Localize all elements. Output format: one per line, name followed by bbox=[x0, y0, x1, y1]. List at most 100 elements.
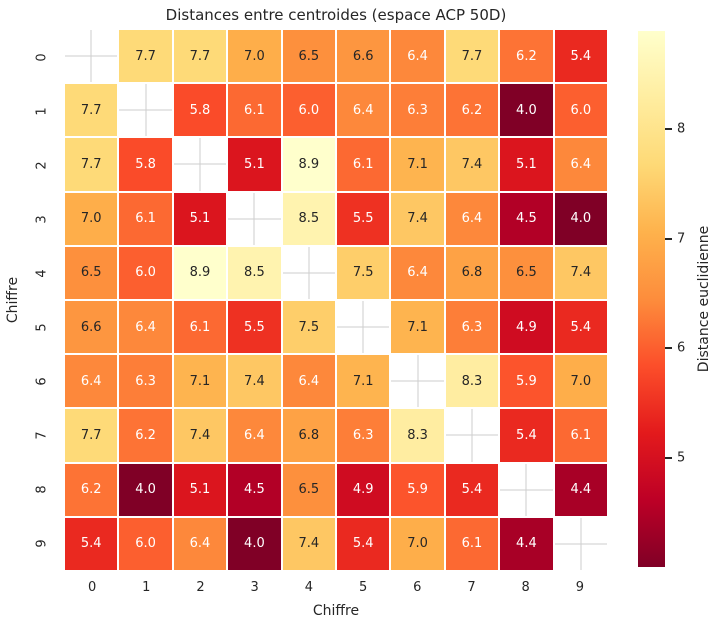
colorbar-tick-label: 6 bbox=[677, 340, 686, 356]
heatmap-cell: 6.2 bbox=[119, 409, 172, 462]
heatmap-cell: 6.0 bbox=[119, 246, 172, 299]
colorbar-tick-mark bbox=[665, 456, 672, 459]
heatmap-cell: 6.1 bbox=[337, 138, 390, 191]
heatmap-cell: 8.3 bbox=[445, 355, 499, 408]
y-axis-label: Chiffre bbox=[5, 276, 21, 324]
heatmap-cell: 6.5 bbox=[500, 246, 553, 299]
heatmap-cell: 6.4 bbox=[65, 355, 118, 408]
heatmap-cell: 7.5 bbox=[282, 301, 335, 354]
heatmap-cell: 5.4 bbox=[337, 517, 390, 570]
heatmap-cell: 6.4 bbox=[282, 355, 335, 408]
heatmap-cell: 7.4 bbox=[228, 355, 281, 408]
heatmap-cell: 5.1 bbox=[173, 192, 227, 245]
heatmap-cell: 6.8 bbox=[282, 409, 335, 462]
colorbar-tick-mark bbox=[665, 128, 672, 131]
heatmap-cell: 4.0 bbox=[119, 463, 172, 516]
y-tick-label: 2 bbox=[34, 160, 50, 170]
heatmap-cell: 7.4 bbox=[445, 138, 499, 191]
colorbar-tick-label: 5 bbox=[677, 450, 686, 466]
heatmap-cell: 6.6 bbox=[65, 301, 118, 354]
heatmap-cell: 8.5 bbox=[282, 192, 335, 245]
heatmap-cell: 6.2 bbox=[500, 30, 553, 83]
y-axis-label-container: Chiffre bbox=[2, 30, 24, 570]
heatmap-cell: 7.0 bbox=[391, 517, 444, 570]
colorbar-tick-label: 8 bbox=[677, 121, 686, 137]
heatmap-cell: 6.0 bbox=[119, 517, 172, 570]
y-tick-label: 4 bbox=[34, 268, 50, 278]
heatmap-cell: 6.5 bbox=[282, 30, 335, 83]
heatmap-cell-masked bbox=[554, 517, 607, 570]
heatmap-cell: 7.1 bbox=[337, 355, 390, 408]
colorbar-tick-mark bbox=[665, 347, 672, 350]
heatmap-cell: 7.1 bbox=[173, 355, 227, 408]
x-tick-label: 4 bbox=[304, 580, 314, 595]
heatmap-grid: 7.7 7.7 7.0 6.5 6.6 6.4 7.7 6.2 5.4 7.7 5.8 6.1 6.0 6… bbox=[65, 30, 607, 570]
heatmap-cell: 6.1 bbox=[173, 301, 227, 354]
heatmap-cell: 7.7 bbox=[65, 138, 118, 191]
heatmap-cell-masked bbox=[445, 409, 499, 462]
heatmap-cell: 6.5 bbox=[282, 463, 335, 516]
heatmap-cell: 5.8 bbox=[173, 84, 227, 137]
masked-cross-horizontal-line bbox=[445, 434, 499, 436]
heatmap-cell-masked bbox=[337, 301, 390, 354]
heatmap-cell-masked bbox=[173, 138, 227, 191]
heatmap-cell: 7.7 bbox=[65, 409, 118, 462]
heatmap-cell: 4.0 bbox=[554, 192, 607, 245]
heatmap-cell: 7.0 bbox=[554, 355, 607, 408]
y-tick-label: 5 bbox=[34, 322, 50, 332]
heatmap-cell: 7.7 bbox=[65, 84, 118, 137]
heatmap-cell: 7.0 bbox=[228, 30, 281, 83]
heatmap-cell-masked bbox=[282, 246, 335, 299]
x-axis-label: Chiffre bbox=[312, 603, 360, 619]
heatmap-cell: 5.1 bbox=[173, 463, 227, 516]
heatmap-cell: 7.4 bbox=[554, 246, 607, 299]
heatmap-cell: 6.1 bbox=[228, 84, 281, 137]
y-tick-label: 3 bbox=[34, 214, 50, 224]
heatmap-cell: 5.4 bbox=[554, 30, 607, 83]
heatmap-cell: 6.8 bbox=[445, 246, 499, 299]
y-tick-label: 9 bbox=[34, 538, 50, 548]
heatmap-cell: 6.3 bbox=[337, 409, 390, 462]
heatmap-cell: 6.1 bbox=[554, 409, 607, 462]
y-tick-label: 6 bbox=[34, 376, 50, 386]
x-tick-label: 3 bbox=[250, 580, 259, 595]
colorbar: 8 7 6 5 bbox=[638, 31, 722, 567]
masked-cross-horizontal-line bbox=[228, 218, 281, 220]
heatmap-cell: 6.3 bbox=[119, 355, 172, 408]
chart-title: Distances entre centroides (espace ACP 5… bbox=[165, 6, 507, 24]
x-tick-label: 8 bbox=[521, 580, 530, 595]
y-tick-label: 8 bbox=[34, 484, 50, 494]
heatmap-cell-masked bbox=[391, 355, 444, 408]
heatmap-cell: 7.1 bbox=[391, 301, 444, 354]
heatmap-cell: 7.7 bbox=[173, 30, 227, 83]
masked-cross-horizontal-line bbox=[337, 326, 390, 328]
heatmap-cell: 6.4 bbox=[391, 30, 444, 83]
heatmap-cell: 6.4 bbox=[337, 84, 390, 137]
heatmap-cell: 8.9 bbox=[173, 246, 227, 299]
heatmap-cell: 8.3 bbox=[391, 409, 444, 462]
x-tick-label: 5 bbox=[358, 580, 368, 595]
heatmap-cell: 7.4 bbox=[173, 409, 227, 462]
colorbar-label-container: Distance euclidienne bbox=[692, 31, 716, 567]
heatmap-cell: 5.4 bbox=[554, 301, 607, 354]
heatmap-cell: 6.3 bbox=[445, 301, 499, 354]
heatmap-cell: 6.5 bbox=[65, 246, 118, 299]
colorbar-label: Distance euclidienne bbox=[696, 225, 713, 373]
x-tick-label: 7 bbox=[467, 580, 476, 595]
heatmap-cell: 6.4 bbox=[391, 246, 444, 299]
heatmap-cell: 7.1 bbox=[391, 138, 444, 191]
heatmap-cell: 6.1 bbox=[445, 517, 499, 570]
heatmap-cell: 8.9 bbox=[282, 138, 335, 191]
masked-cross-horizontal-line bbox=[65, 55, 118, 57]
heatmap-cell-masked bbox=[228, 192, 281, 245]
heatmap-cell: 4.9 bbox=[500, 301, 553, 354]
y-tick-label: 7 bbox=[34, 430, 50, 440]
y-tick-label: 0 bbox=[34, 52, 50, 62]
heatmap-cell: 6.4 bbox=[554, 138, 607, 191]
y-axis-ticks: 0 1 2 3 4 5 6 7 8 9 bbox=[30, 30, 54, 570]
masked-cross-horizontal-line bbox=[500, 489, 553, 491]
heatmap-cell: 7.0 bbox=[65, 192, 118, 245]
colorbar-tick-mark bbox=[665, 237, 672, 240]
heatmap-cell: 5.1 bbox=[500, 138, 553, 191]
